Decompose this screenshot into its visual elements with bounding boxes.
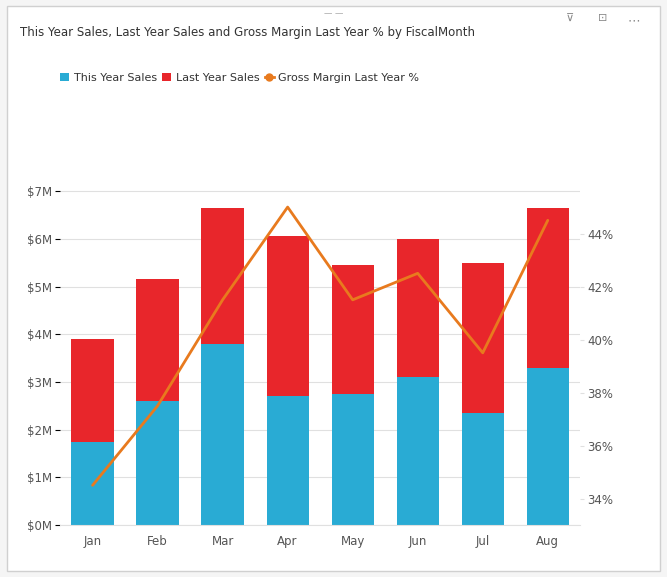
Bar xyxy=(137,401,179,525)
Bar xyxy=(71,339,113,441)
Bar xyxy=(201,344,243,525)
Bar xyxy=(331,394,374,525)
Text: ⋯: ⋯ xyxy=(628,14,640,28)
Bar xyxy=(267,396,309,525)
Bar xyxy=(137,279,179,401)
Bar xyxy=(331,265,374,394)
Text: — —: — — xyxy=(323,9,344,18)
FancyBboxPatch shape xyxy=(7,6,660,571)
Bar xyxy=(527,368,569,525)
Bar xyxy=(267,237,309,396)
Bar xyxy=(397,239,439,377)
Bar xyxy=(462,263,504,413)
Text: ⊡: ⊡ xyxy=(598,13,607,23)
Legend: This Year Sales, Last Year Sales, Gross Margin Last Year %: This Year Sales, Last Year Sales, Gross … xyxy=(61,73,420,83)
Bar xyxy=(201,208,243,344)
Text: ⊽: ⊽ xyxy=(566,13,574,23)
Bar xyxy=(71,441,113,525)
Bar xyxy=(527,208,569,368)
Bar xyxy=(397,377,439,525)
Text: This Year Sales, Last Year Sales and Gross Margin Last Year % by FiscalMonth: This Year Sales, Last Year Sales and Gro… xyxy=(20,26,475,39)
Bar xyxy=(462,413,504,525)
